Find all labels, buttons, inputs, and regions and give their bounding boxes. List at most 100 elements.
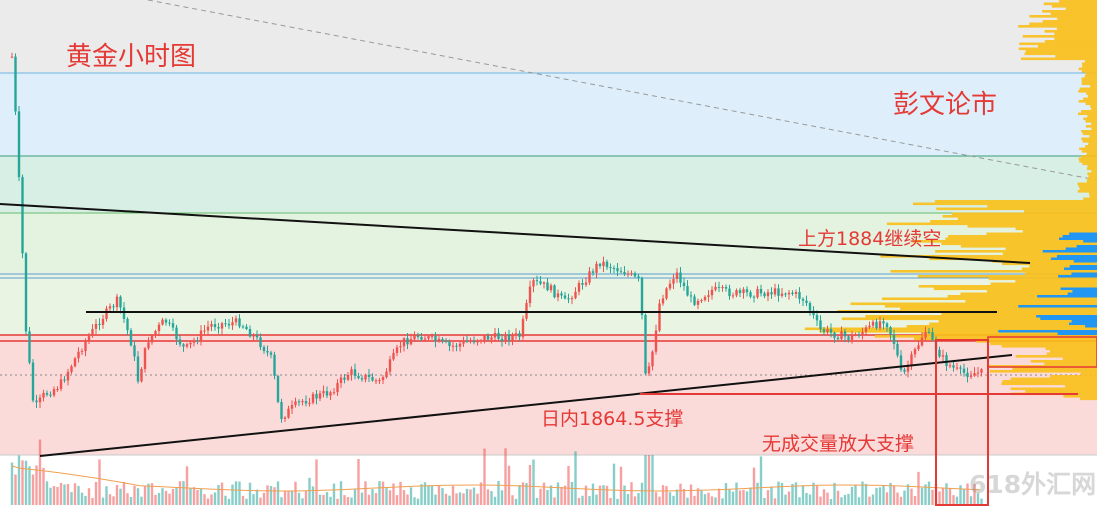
profile-bar [992, 260, 1097, 263]
candle-body [679, 272, 682, 283]
profile-bar [1081, 130, 1097, 133]
candle-body [738, 290, 742, 294]
candle-body [518, 333, 521, 337]
volume-bar [665, 486, 668, 505]
candle-body [875, 321, 878, 329]
volume-bar [539, 488, 542, 505]
candle-body [465, 340, 469, 342]
candle-body [196, 340, 199, 342]
candle-body [10, 56, 14, 58]
profile-bar [1001, 382, 1097, 386]
volume-bar [952, 495, 955, 505]
candle-body [224, 323, 227, 325]
volume-bar [563, 485, 567, 505]
profile-bar [1078, 112, 1097, 116]
candle-body [371, 376, 374, 381]
candle-body [745, 289, 749, 293]
volume-bar [469, 489, 472, 505]
volume-bar [847, 493, 850, 505]
volume-bar [122, 481, 126, 505]
profile-bar [1065, 385, 1097, 388]
profile-bar [987, 205, 1097, 208]
candle-body [343, 377, 346, 380]
candle-body [392, 352, 395, 360]
candle-body [66, 371, 70, 381]
volume-bar [927, 481, 931, 505]
candle-body [409, 339, 413, 345]
profile-bar-blue [1050, 257, 1097, 261]
volume-bar [94, 481, 98, 505]
volume-bar [332, 483, 336, 505]
volume-bar [241, 495, 245, 505]
volume-bar [931, 489, 934, 505]
highlight-box [935, 339, 989, 506]
profile-bar [1086, 180, 1097, 183]
candle-body [87, 336, 91, 342]
volume-bar [889, 482, 892, 505]
profile-bar [1018, 25, 1097, 28]
volume-bar [728, 489, 731, 505]
candle-body [836, 337, 840, 340]
candle-body [483, 335, 486, 341]
volume-bar [808, 494, 812, 505]
volume-bar [308, 477, 311, 505]
candle-body [395, 347, 399, 353]
candle-body [605, 261, 609, 268]
candle-body [864, 327, 868, 332]
candle-body [273, 354, 276, 376]
candle-body [700, 300, 703, 302]
candle-body [735, 290, 738, 296]
profile-bar [1022, 230, 1097, 233]
profile-bar [947, 295, 1097, 298]
candle-body [931, 332, 934, 340]
candle-body [147, 342, 150, 349]
watermark: 618外汇网 [969, 470, 1097, 499]
profile-bar [942, 215, 1097, 218]
candle-body [976, 372, 980, 374]
profile-bar [1081, 70, 1097, 73]
profile-bar [1087, 172, 1097, 176]
candle-body [266, 350, 269, 353]
candle-body [588, 271, 591, 283]
candle-body [658, 303, 661, 331]
profile-bar [986, 290, 1097, 293]
candle-body [787, 292, 791, 295]
candle-body [798, 291, 801, 299]
volume-bar [49, 487, 52, 505]
volume-bar [619, 466, 623, 505]
volume-bar [430, 485, 434, 505]
profile-bar [1078, 157, 1097, 161]
volume-bar [777, 481, 780, 505]
volume-bar [689, 484, 693, 505]
profile-bar [1046, 352, 1097, 356]
volume-bar [115, 484, 119, 505]
volume-bar [787, 491, 791, 505]
profile-bar [1030, 360, 1097, 363]
candle-body [413, 335, 416, 340]
volume-bar [266, 485, 269, 505]
candle-body [444, 340, 448, 342]
profile-bar-blue [1073, 260, 1097, 263]
candle-body [108, 306, 112, 309]
volume-bar [612, 463, 616, 505]
candle-body [367, 374, 371, 377]
profile-bar-blue [1083, 240, 1097, 243]
profile-bar [1029, 15, 1097, 18]
candle-body [647, 366, 651, 374]
profile-bar [917, 275, 1097, 278]
profile-bar-blue [1068, 322, 1097, 326]
candle-body [938, 349, 941, 357]
volume-bar [322, 494, 325, 505]
candle-body [297, 401, 301, 403]
volume-bar [924, 484, 927, 505]
volume-bar [427, 485, 430, 505]
candle-body [581, 283, 584, 285]
volume-bar [910, 488, 913, 505]
descending-trendline [0, 203, 1031, 264]
profile-bar [1015, 280, 1097, 283]
candle-body [168, 322, 171, 324]
candle-body [910, 354, 913, 367]
candle-body [94, 323, 98, 329]
candle-body [294, 401, 297, 406]
volume-bar [815, 485, 819, 505]
